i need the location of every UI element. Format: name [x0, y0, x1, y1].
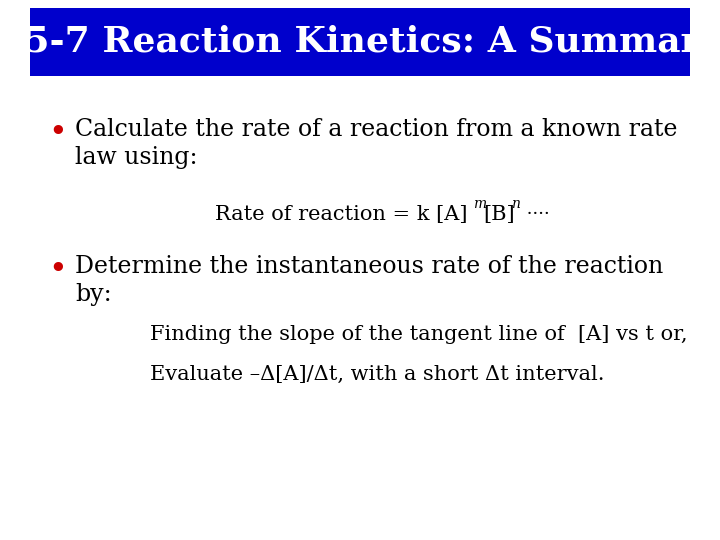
Text: ····: ···· — [521, 205, 550, 223]
Text: Evaluate –Δ[A]/Δt, with a short Δt interval.: Evaluate –Δ[A]/Δt, with a short Δt inter… — [150, 365, 605, 384]
Text: by:: by: — [75, 283, 112, 306]
Text: Calculate the rate of a reaction from a known rate: Calculate the rate of a reaction from a … — [75, 118, 678, 141]
Text: Determine the instantaneous rate of the reaction: Determine the instantaneous rate of the … — [75, 255, 663, 278]
Text: [B]: [B] — [483, 205, 515, 224]
Text: m: m — [473, 197, 486, 211]
Bar — [30, 8, 690, 76]
Text: n: n — [511, 197, 520, 211]
Text: Rate of reaction = k [A]: Rate of reaction = k [A] — [215, 205, 467, 224]
Text: •: • — [48, 118, 67, 149]
Text: Finding the slope of the tangent line of  [A] vs t or,: Finding the slope of the tangent line of… — [150, 325, 688, 344]
Text: law using:: law using: — [75, 146, 197, 169]
Text: •: • — [48, 255, 67, 286]
Text: 15-7 Reaction Kinetics: A Summary: 15-7 Reaction Kinetics: A Summary — [0, 25, 720, 59]
